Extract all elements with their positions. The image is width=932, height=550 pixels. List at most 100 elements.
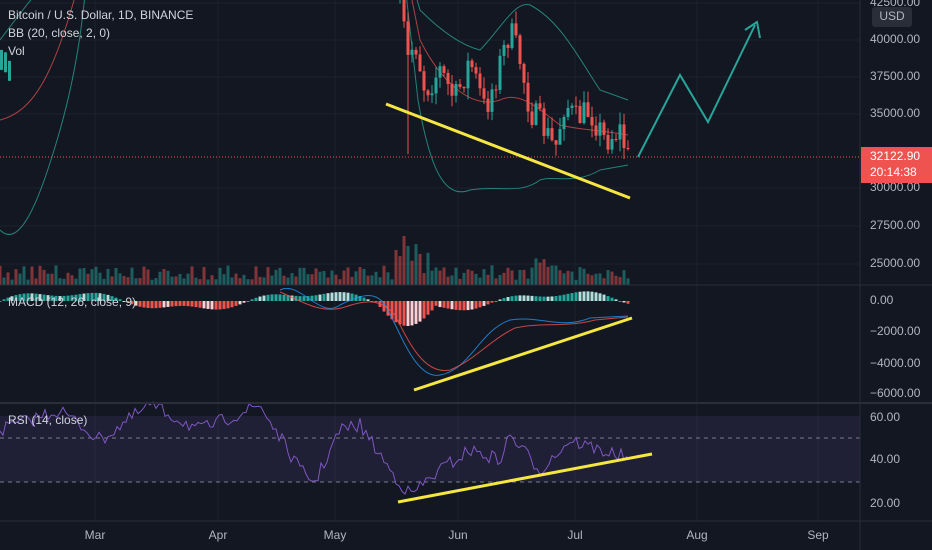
candle-body <box>490 89 494 112</box>
candles <box>0 0 630 159</box>
candle-body <box>558 129 562 145</box>
volume-bar <box>362 268 366 285</box>
histogram-bar <box>214 301 218 310</box>
rsi-line <box>0 401 628 495</box>
histogram-bar <box>430 301 434 311</box>
histogram-bar <box>626 301 630 304</box>
volume-bar <box>462 272 466 285</box>
volume-bar <box>274 269 278 285</box>
symbol-title: Bitcoin / U.S. Dollar, 1D, BINANCE <box>8 8 193 22</box>
volume-bar <box>286 277 290 285</box>
volume-bar <box>458 278 462 285</box>
volume-bar <box>230 277 234 285</box>
histogram-bar <box>518 295 522 301</box>
histogram-bar <box>566 293 570 301</box>
histogram-bar <box>494 301 498 302</box>
projection-arrow <box>637 20 761 158</box>
price-label: 40000.00 <box>870 32 920 46</box>
volume-bar <box>50 273 54 285</box>
histogram-bar <box>82 293 86 301</box>
volume-bar <box>78 268 82 285</box>
volume-bar <box>330 270 334 285</box>
histogram-bar <box>90 292 94 301</box>
candle-body <box>534 103 538 125</box>
histogram-bar <box>22 293 26 301</box>
time-label: Jun <box>448 528 467 542</box>
volume-bar <box>514 279 518 285</box>
histogram-bar <box>150 301 154 309</box>
currency-badge[interactable] <box>872 7 912 27</box>
histogram-bar <box>534 296 538 301</box>
bb-upper <box>0 0 629 101</box>
histogram-bar <box>230 301 234 308</box>
candle-body <box>538 103 542 109</box>
volume-bar <box>578 267 582 285</box>
currency[interactable]: USD <box>879 9 905 23</box>
volume-bar <box>234 273 238 285</box>
volume-bar <box>510 270 514 285</box>
candle-body <box>434 77 438 94</box>
candle-body <box>442 66 446 73</box>
volume-bar <box>186 273 190 285</box>
volume-bar <box>526 278 530 285</box>
trendline <box>397 452 653 504</box>
volume-bar <box>34 278 38 285</box>
volume-bar <box>434 267 438 285</box>
volume-bar <box>626 278 630 285</box>
volume-bar <box>598 273 602 285</box>
histogram-bar <box>614 299 618 301</box>
candle-body <box>418 54 422 72</box>
volume-bar <box>298 267 302 285</box>
volume-bar <box>582 268 586 285</box>
histogram-bar <box>86 293 90 301</box>
histogram-bar <box>70 295 74 301</box>
volume-bar <box>474 273 478 285</box>
volume-bar <box>422 273 426 285</box>
candle-body <box>562 117 566 130</box>
time-label: Mar <box>85 528 106 542</box>
histogram-bar <box>10 296 14 301</box>
histogram-bar <box>102 293 106 301</box>
histogram-bar <box>294 295 298 301</box>
histogram-bar <box>450 301 454 310</box>
volume-bar <box>350 276 354 285</box>
volume-bar <box>94 266 98 285</box>
histogram-bar <box>174 301 178 307</box>
histogram-bar <box>338 292 342 301</box>
histogram-bar <box>190 301 194 307</box>
histogram-bar <box>570 293 574 301</box>
candle-body <box>8 60 11 81</box>
macd-line <box>279 287 629 376</box>
grid <box>0 0 860 521</box>
rsi-label: 40.00 <box>870 452 900 466</box>
volume-bar <box>114 267 118 285</box>
macd-legend: MACD (12, 26, close, 9) <box>8 295 136 309</box>
volume-bar <box>74 278 78 285</box>
volume-bar <box>214 279 218 285</box>
candle-body <box>598 122 602 136</box>
volume-bar <box>326 277 330 285</box>
volume-bar <box>594 273 598 285</box>
histogram-bar <box>6 297 10 301</box>
volume-bar <box>538 262 542 285</box>
candle-body <box>406 21 410 55</box>
candle-body <box>430 93 434 96</box>
histogram-bar <box>502 298 506 301</box>
candle-body <box>498 55 502 90</box>
volume-bar <box>574 279 578 285</box>
volume-bar <box>382 265 386 285</box>
histogram-bar <box>142 301 146 308</box>
histogram-bar <box>130 301 134 305</box>
time-label: Jul <box>567 528 582 542</box>
candle-body <box>426 90 430 96</box>
histogram-bar <box>454 301 458 310</box>
histogram-bar <box>558 295 562 301</box>
candle-body <box>410 49 414 55</box>
volume-bar <box>82 267 86 285</box>
candle-body <box>518 35 522 64</box>
candle-body <box>454 84 458 96</box>
candle-body <box>550 128 554 141</box>
histogram-bar <box>462 301 466 311</box>
histogram-bar <box>562 294 566 301</box>
volume-bar <box>154 278 158 285</box>
